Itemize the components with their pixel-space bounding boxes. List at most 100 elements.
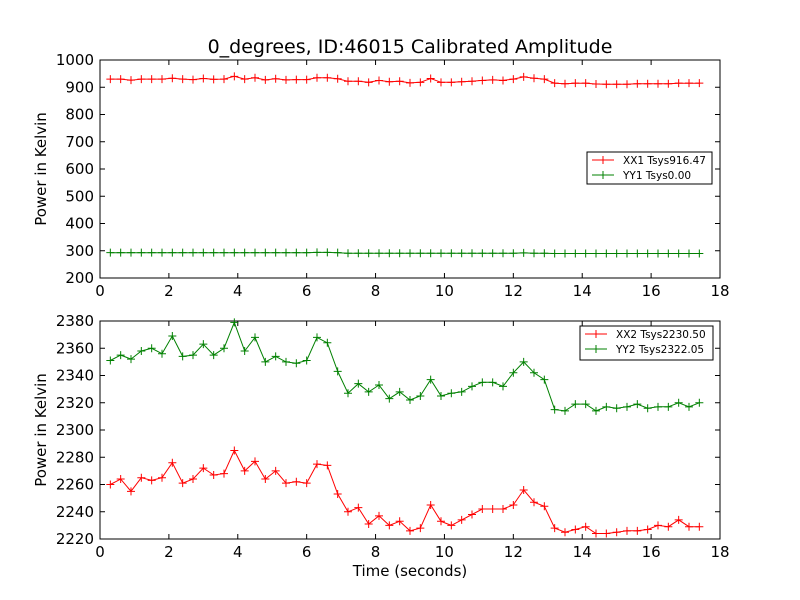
legend-marker (599, 171, 607, 179)
data-point (519, 72, 528, 81)
legend-marker (599, 156, 607, 164)
data-point (147, 476, 156, 485)
data-point (313, 333, 321, 342)
data-point (643, 404, 652, 413)
data-point (654, 79, 662, 88)
data-point (602, 249, 611, 258)
legend-marker (592, 345, 600, 353)
data-point (158, 473, 166, 482)
data-point (561, 528, 569, 537)
data-point (416, 78, 425, 87)
data-point (106, 356, 115, 365)
data-point (240, 75, 249, 84)
data-point (550, 79, 559, 88)
data-point (540, 249, 549, 258)
data-point (478, 76, 487, 85)
data-point (271, 466, 280, 475)
data-point (488, 75, 497, 84)
data-point (199, 248, 208, 257)
data-point (116, 248, 125, 257)
data-point (406, 249, 414, 258)
data-point (406, 526, 414, 535)
data-point (251, 248, 259, 257)
data-point (426, 500, 435, 509)
x-tick-label: 8 (371, 543, 381, 561)
y-tick-label: 2300 (56, 421, 94, 439)
data-point (251, 73, 259, 82)
data-point (354, 503, 363, 512)
data-point (447, 389, 456, 398)
data-point (344, 389, 352, 398)
data-point (623, 526, 631, 535)
y-tick-label: 600 (65, 160, 94, 178)
data-point (261, 357, 270, 366)
data-point (540, 375, 549, 384)
data-point (592, 406, 600, 415)
series-xx1 (106, 72, 704, 89)
bottom-panel: 0 2 4 6 8 10 12 14 16 18 2220 2240 2260 2280 2300 2320 2… (32, 312, 730, 580)
data-point (447, 521, 456, 530)
top-panel: 0 2 4 6 8 10 12 14 16 18 200 300 400 500 600 700 800 900 1… (32, 51, 730, 300)
data-point (612, 80, 621, 89)
data-point (230, 248, 239, 257)
data-point (127, 355, 135, 364)
data-point (147, 344, 156, 353)
data-point (375, 249, 383, 258)
data-point (271, 74, 280, 83)
data-point (189, 248, 197, 257)
data-point (633, 249, 642, 258)
data-point (519, 485, 528, 494)
data-point (685, 402, 693, 411)
data-point (137, 75, 146, 84)
data-point (385, 394, 394, 403)
x-tick-label: 12 (504, 543, 523, 561)
y-tick-label: 500 (65, 187, 94, 205)
data-point (375, 511, 383, 520)
data-point (313, 73, 321, 82)
series-yy2 (106, 318, 704, 415)
data-point (168, 331, 177, 340)
data-point (240, 466, 249, 475)
data-point (685, 79, 693, 88)
data-point (540, 502, 549, 511)
data-point (127, 76, 135, 85)
data-point (230, 318, 239, 327)
data-point (137, 473, 146, 482)
data-point (664, 402, 673, 411)
chart-title: 0_degrees, ID:46015 Calibrated Amplitude (208, 36, 613, 58)
data-point (447, 249, 456, 258)
data-point (251, 457, 259, 466)
data-point (158, 349, 166, 358)
data-point (220, 75, 228, 84)
data-point (323, 73, 332, 82)
data-point (406, 78, 414, 87)
y-tick-label: 1000 (56, 51, 94, 69)
data-point (561, 249, 569, 258)
data-point (447, 78, 456, 87)
data-point (540, 75, 549, 84)
y-tick-label: 2220 (56, 530, 94, 548)
x-tick-label: 2 (164, 282, 174, 300)
data-point (230, 446, 239, 455)
data-point (282, 479, 290, 488)
data-point (209, 248, 218, 257)
data-point (674, 515, 683, 524)
data-point (602, 80, 611, 89)
y-tick-label: 2280 (56, 448, 94, 466)
y-tick-label: 400 (65, 215, 94, 233)
data-point (633, 526, 642, 535)
series-line (110, 320, 700, 412)
data-point (364, 520, 373, 529)
y-tick-label: 2340 (56, 367, 94, 385)
data-point (437, 517, 445, 526)
data-point (426, 375, 435, 384)
x-tick-label: 10 (435, 282, 454, 300)
data-point (323, 248, 332, 257)
data-point (137, 346, 146, 355)
x-tick-label: 18 (710, 282, 729, 300)
data-point (354, 249, 363, 258)
x-tick-label: 14 (573, 282, 592, 300)
y-tick-label: 2380 (56, 312, 94, 330)
x-tick-label: 4 (233, 282, 243, 300)
data-point (261, 475, 270, 484)
